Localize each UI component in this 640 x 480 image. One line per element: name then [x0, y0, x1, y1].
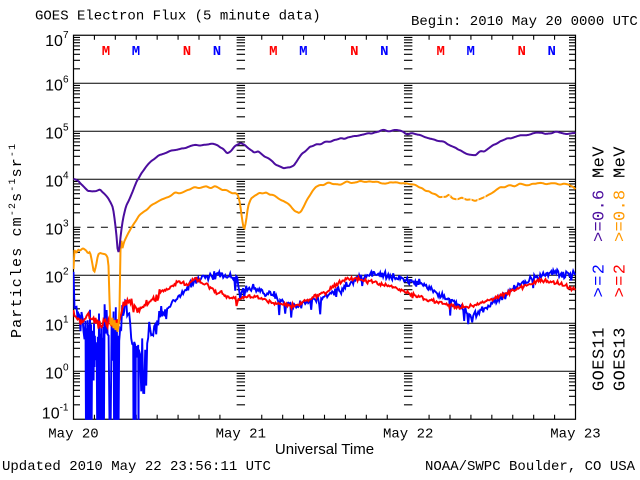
svg-text:N: N [213, 44, 221, 60]
svg-text:GOES Electron Flux (5 minute d: GOES Electron Flux (5 minute data) [35, 9, 321, 25]
svg-text:>=2: >=2 [591, 263, 610, 298]
svg-text:MeV: MeV [591, 146, 610, 178]
svg-text:M: M [436, 44, 444, 60]
svg-text:M: M [299, 44, 307, 60]
svg-text:M: M [466, 44, 474, 60]
svg-text:GOES11: GOES11 [591, 327, 610, 391]
svg-text:M: M [102, 44, 110, 60]
svg-text:M: M [269, 44, 277, 60]
svg-text:MeV: MeV [612, 146, 631, 178]
svg-text:N: N [517, 44, 525, 60]
svg-text:May 22: May 22 [383, 427, 433, 443]
svg-text:GOES13: GOES13 [612, 327, 631, 391]
svg-text:N: N [547, 44, 555, 60]
svg-text:May 21: May 21 [216, 427, 266, 443]
svg-text:>=2: >=2 [612, 263, 631, 298]
svg-text:Updated 2010 May 22 23:56:11 U: Updated 2010 May 22 23:56:11 UTC [2, 459, 271, 475]
svg-text:>=0.8: >=0.8 [612, 190, 631, 242]
svg-text:NOAA/SWPC Boulder, CO USA: NOAA/SWPC Boulder, CO USA [425, 459, 636, 475]
svg-text:M: M [132, 44, 140, 60]
svg-text:Begin: 2010 May 20 0000 UTC: Begin: 2010 May 20 0000 UTC [411, 14, 638, 30]
svg-text:Particles cm-2s-1sr-1: Particles cm-2s-1sr-1 [8, 143, 26, 338]
svg-text:May 23: May 23 [550, 427, 600, 443]
svg-text:N: N [350, 44, 358, 60]
svg-text:>=0.6: >=0.6 [591, 190, 610, 242]
svg-text:N: N [183, 44, 191, 60]
svg-text:N: N [380, 44, 388, 60]
svg-text:Universal Time: Universal Time [275, 441, 374, 458]
svg-text:May 20: May 20 [48, 427, 98, 443]
